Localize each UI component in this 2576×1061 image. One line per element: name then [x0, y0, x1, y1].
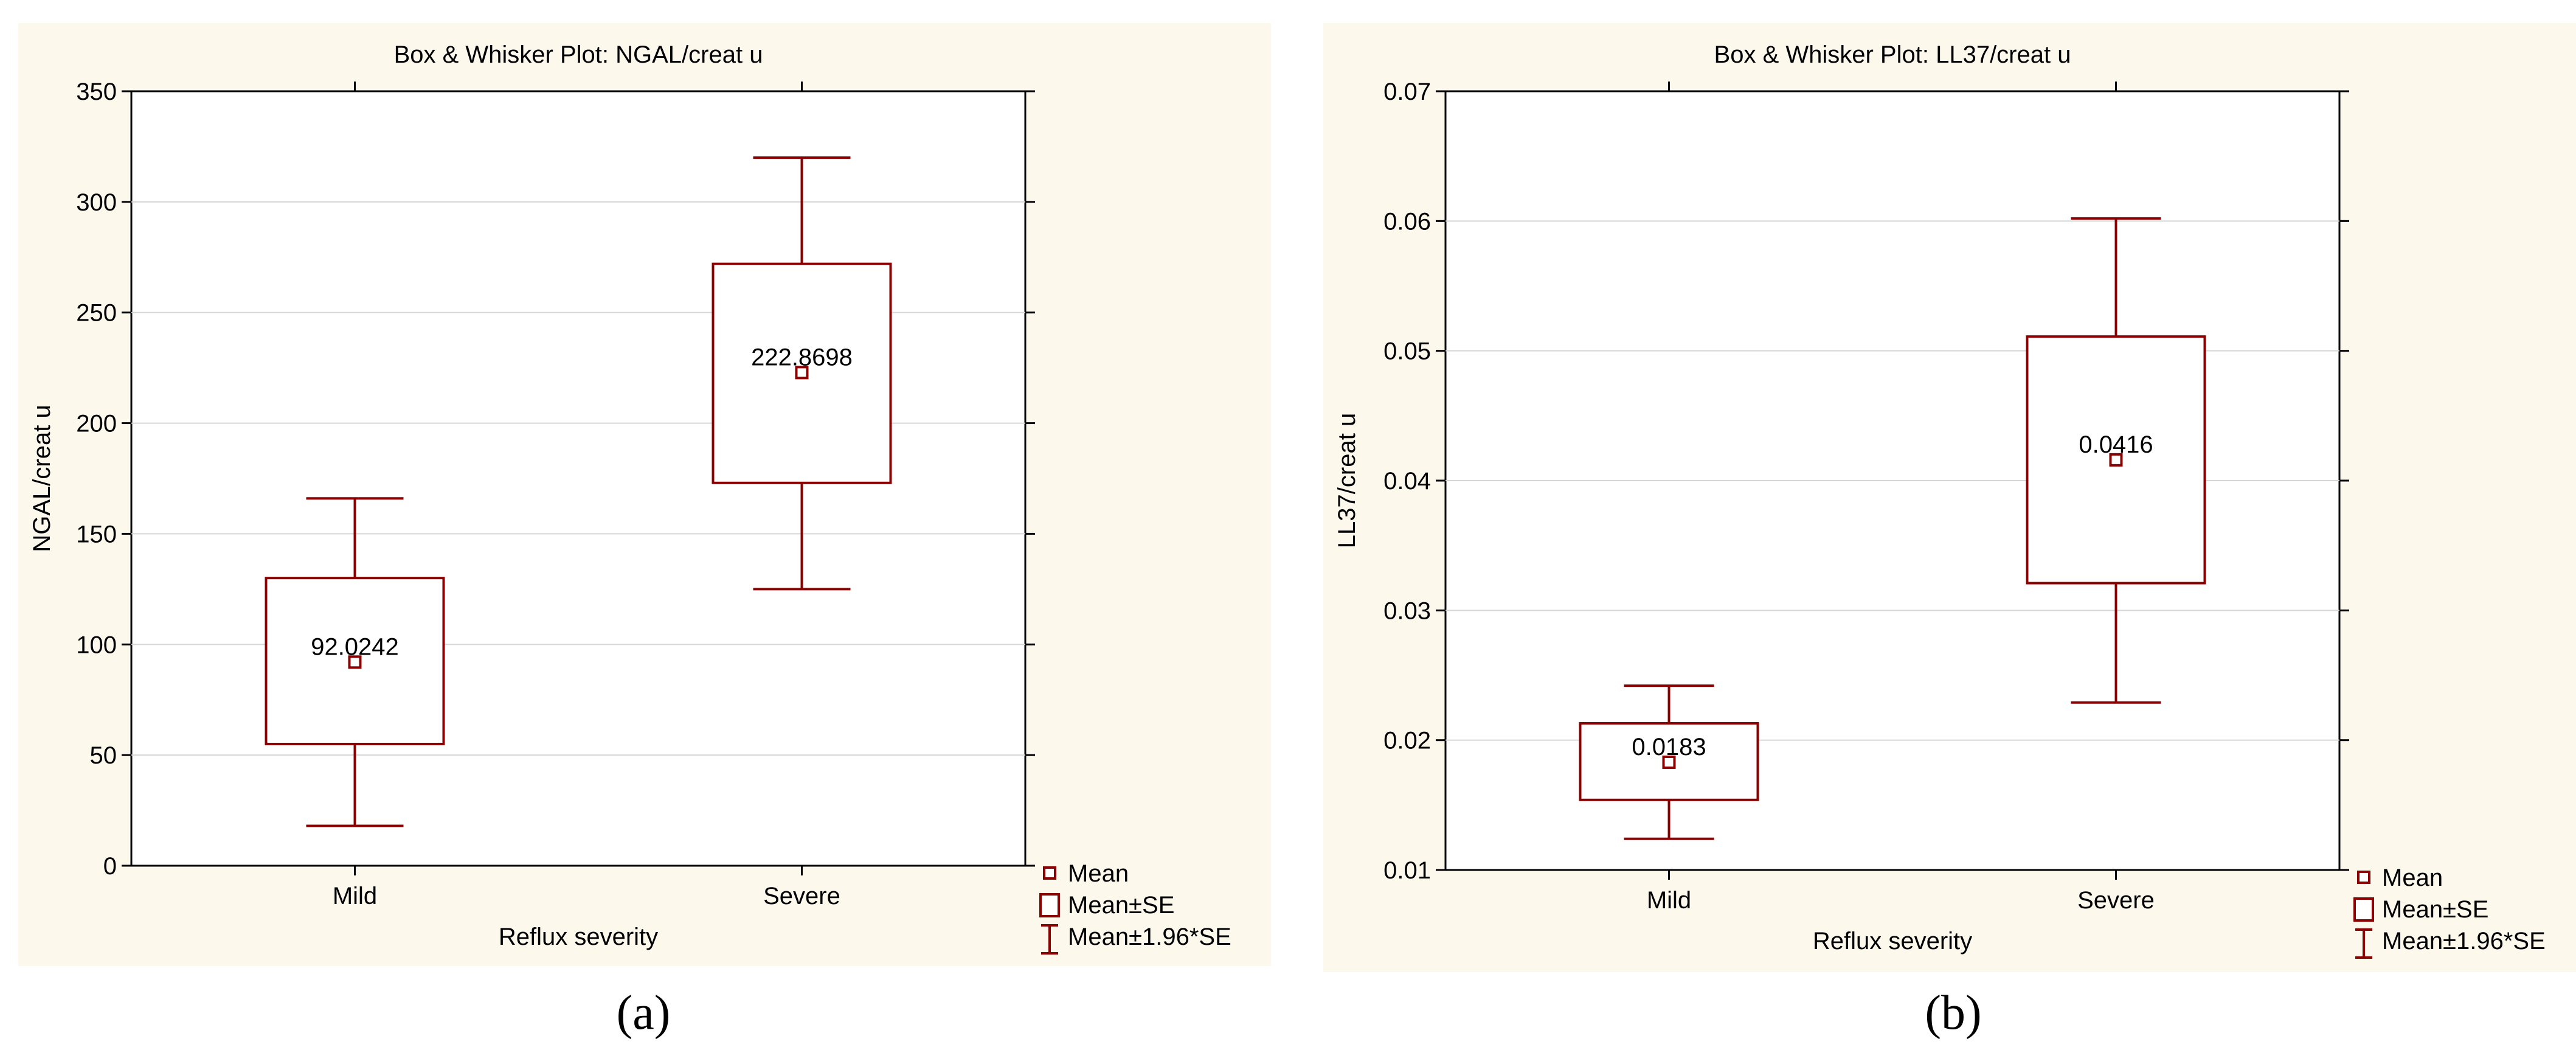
x-tick-label: Mild [333, 883, 377, 910]
mean-marker [2109, 453, 2123, 467]
y-tick-label: 150 [76, 521, 117, 548]
mean-data-label: 222.8698 [751, 344, 853, 370]
y-tick-label: 350 [76, 78, 117, 105]
caption-b: (b) [1925, 986, 1982, 1040]
legend-label: Mean±1.96*SE [2382, 928, 2546, 955]
y-tick-label: 300 [76, 189, 117, 216]
mean-marker [795, 366, 809, 380]
y-tick-label: 0.07 [1383, 78, 1431, 105]
legend-label: Mean±SE [2382, 896, 2488, 923]
x-tick-label: Mild [1647, 887, 1691, 914]
legend-label: Mean [1068, 860, 1129, 887]
chart-title: Box & Whisker Plot: LL37/creat u [1714, 41, 2071, 68]
chart-panel-a: Box & Whisker Plot: NGAL/creat u 0 50 100 15… [18, 23, 1271, 966]
chart-a: Box & Whisker Plot: NGAL/creat u 0 50 100 15… [18, 23, 1271, 966]
legend-label: Mean [2382, 864, 2443, 891]
y-tick-label: 0.05 [1383, 338, 1431, 365]
legend-mean-symbol [2357, 871, 2370, 884]
x-tick-label: Severe [2077, 887, 2155, 914]
y-tick-label: 0.03 [1383, 597, 1431, 624]
y-tick-label: 200 [76, 411, 117, 437]
legend-label: Mean±SE [1068, 892, 1174, 919]
mean-marker [348, 655, 362, 669]
legend-se-symbol [1039, 893, 1060, 917]
y-tick-label: 0.06 [1383, 208, 1431, 235]
x-axis-label: Reflux severity [1813, 928, 1972, 955]
legend-se-symbol [2353, 897, 2374, 922]
chart-panel-b: Box & Whisker Plot: LL37/creat u 0.01 0.02… [1323, 23, 2576, 972]
y-tick-label: 0 [103, 853, 117, 880]
y-tick-label: 0.01 [1383, 857, 1431, 884]
chart-title: Box & Whisker Plot: NGAL/creat u [394, 41, 763, 68]
x-axis-label: Reflux severity [499, 924, 658, 950]
mean-data-label: 0.0183 [1632, 734, 1706, 760]
mean-data-label: 92.0242 [311, 633, 399, 660]
chart-b: Box & Whisker Plot: LL37/creat u 0.01 0.02… [1323, 23, 2576, 972]
y-axis-label: NGAL/creat u [29, 405, 55, 552]
y-tick-label: 50 [90, 742, 117, 769]
y-tick-label: 0.02 [1383, 728, 1431, 754]
legend-mean-symbol [1043, 866, 1056, 880]
y-tick-label: 100 [76, 631, 117, 658]
caption-a: (a) [616, 986, 671, 1040]
y-tick-label: 250 [76, 300, 117, 327]
mean-data-label: 0.0416 [2079, 431, 2153, 458]
mean-marker [1662, 755, 1676, 769]
y-tick-label: 0.04 [1383, 468, 1431, 495]
x-tick-label: Severe [763, 883, 840, 910]
y-axis-label: LL37/creat u [1334, 413, 1360, 548]
legend-label: Mean±1.96*SE [1068, 924, 1231, 950]
